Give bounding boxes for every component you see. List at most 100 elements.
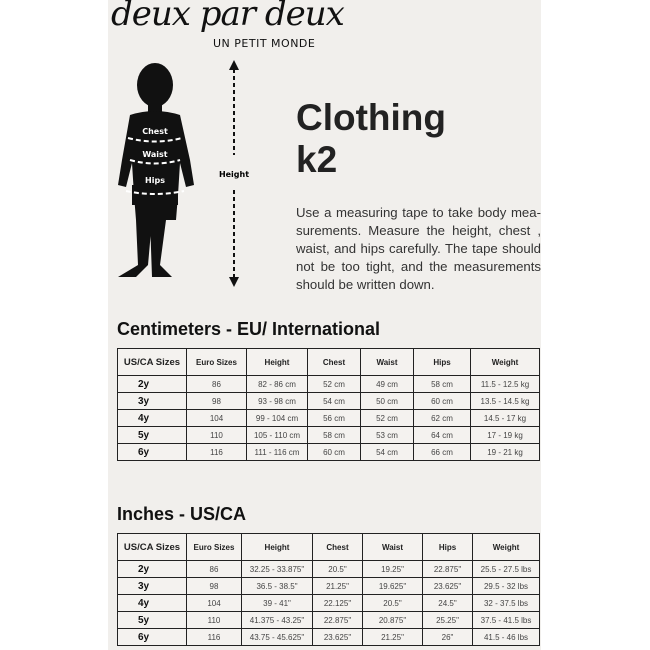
waist-label: Waist [142,150,167,159]
child-measurement-figure: Chest Waist Hips Height [118,60,249,287]
table-cell: 56 cm [307,409,361,427]
table-cell: 13.5 - 14.5 kg [470,392,540,410]
title-line-1: Clothing [296,97,447,138]
column-header: Euro Sizes [186,348,247,376]
table-cell: 19 - 21 kg [470,443,540,461]
table-cell: 64 cm [413,426,471,444]
table-cell: 58 cm [413,375,471,393]
table-cell: 23.625" [312,628,363,646]
title-line-2: k2 [296,139,338,180]
table-cell: 54 cm [360,443,414,461]
table-cell: 116 [186,628,242,646]
table-cell: 3y [117,392,187,410]
table-cell: 104 [186,409,247,427]
table-cell: 54 cm [307,392,361,410]
table-cell: 26" [422,628,473,646]
table-cell: 4y [117,409,187,427]
table-cell: 11.5 - 12.5 kg [470,375,540,393]
table-cell: 22.875" [312,611,363,629]
table-cell: 36.5 - 38.5" [241,577,313,595]
table-row: 6y 116 43.75 - 45.625" 23.625" 21.25" 26" 41.5… [117,628,540,646]
table-cell: 21.25" [312,577,363,595]
table-cell: 110 [186,426,247,444]
table-row: 5y 110 105 - 110 cm 58 cm 53 cm 64 cm 17 - 19 … [117,426,540,444]
table-cell: 32.25 - 33.875" [241,560,313,578]
inch-table-heading: Inches - US/CA [117,504,247,524]
hips-label: Hips [145,176,165,185]
column-header: Waist [360,348,414,376]
table-cell: 25.25" [422,611,473,629]
table-cell: 60 cm [307,443,361,461]
table-cell: 2y [117,560,187,578]
child-silhouette-icon [118,63,194,277]
table-cell: 20.5" [312,560,363,578]
table-cell: 98 [186,577,242,595]
table-cell: 111 - 116 cm [246,443,308,461]
column-header: Hips [413,348,471,376]
table-cell: 86 [186,375,247,393]
table-cell: 105 - 110 cm [246,426,308,444]
table-cell: 58 cm [307,426,361,444]
table-cell: 82 - 86 cm [246,375,308,393]
table-cell: 32 - 37.5 lbs [472,594,540,612]
table-cell: 14.5 - 17 kg [470,409,540,427]
column-header: Waist [362,533,423,561]
table-cell: 2y [117,375,187,393]
table-cell: 43.75 - 45.625" [241,628,313,646]
chest-label: Chest [142,127,168,136]
table-cell: 49 cm [360,375,414,393]
column-header: Weight [472,533,540,561]
table-row: 4y 104 99 - 104 cm 56 cm 52 cm 62 cm 14.5 - 17… [117,409,540,427]
table-cell: 60 cm [413,392,471,410]
table-cell: 19.25" [362,560,423,578]
column-header: Height [241,533,313,561]
table-cell: 25.5 - 27.5 lbs [472,560,540,578]
table-cell: 21.25" [362,628,423,646]
table-cell: 52 cm [360,409,414,427]
table-cell: 66 cm [413,443,471,461]
table-cell: 24.5" [422,594,473,612]
brand-tagline: UN PETIT MONDE [213,37,316,50]
table-cell: 116 [186,443,247,461]
table-cell: 50 cm [360,392,414,410]
column-header: Weight [470,348,540,376]
table-cell: 17 - 19 kg [470,426,540,444]
table-cell: 6y [117,443,187,461]
column-header: US/CA Sizes [117,348,187,376]
table-row: 2y 86 32.25 - 33.875" 20.5" 19.25" 22.875" 25.… [117,560,540,578]
table-cell: 99 - 104 cm [246,409,308,427]
column-header: Chest [307,348,361,376]
page-title: Clothing k2 [296,97,446,181]
table-header-row: US/CA Sizes Euro Sizes Height Chest Waist Hip… [117,533,540,561]
table-cell: 20.875" [362,611,423,629]
table-cell: 19.625" [362,577,423,595]
table-row: 6y 116 111 - 116 cm 60 cm 54 cm 66 cm 19 - 21 … [117,443,540,461]
table-cell: 52 cm [307,375,361,393]
measuring-instructions: Use a measuring tape to take body mea-su… [296,205,541,292]
column-header: Hips [422,533,473,561]
cm-size-table: US/CA Sizes Euro Sizes Height Chest Waist Hip… [117,348,540,461]
table-row: 3y 98 36.5 - 38.5" 21.25" 19.625" 23.625" 29.5… [117,577,540,595]
table-cell: 4y [117,594,187,612]
table-cell: 104 [186,594,242,612]
table-row: 2y 86 82 - 86 cm 52 cm 49 cm 58 cm 11.5 - 12.5… [117,375,540,393]
table-cell: 62 cm [413,409,471,427]
table-cell: 22.125" [312,594,363,612]
table-cell: 5y [117,426,187,444]
table-row: 3y 98 93 - 98 cm 54 cm 50 cm 60 cm 13.5 - 14.5… [117,392,540,410]
height-label: Height [219,170,249,179]
table-cell: 86 [186,560,242,578]
table-cell: 110 [186,611,242,629]
inch-size-table: US/CA Sizes Euro Sizes Height Chest Waist Hip… [117,533,540,646]
column-header: US/CA Sizes [117,533,187,561]
table-header-row: US/CA Sizes Euro Sizes Height Chest Waist Hip… [117,348,540,376]
table-cell: 98 [186,392,247,410]
column-header: Chest [312,533,363,561]
table-row: 4y 104 39 - 41" 22.125" 20.5" 24.5" 32 - 37.5 … [117,594,540,612]
table-cell: 22.875" [422,560,473,578]
table-cell: 20.5" [362,594,423,612]
table-cell: 41.5 - 46 lbs [472,628,540,646]
table-cell: 6y [117,628,187,646]
table-cell: 37.5 - 41.5 lbs [472,611,540,629]
table-cell: 3y [117,577,187,595]
